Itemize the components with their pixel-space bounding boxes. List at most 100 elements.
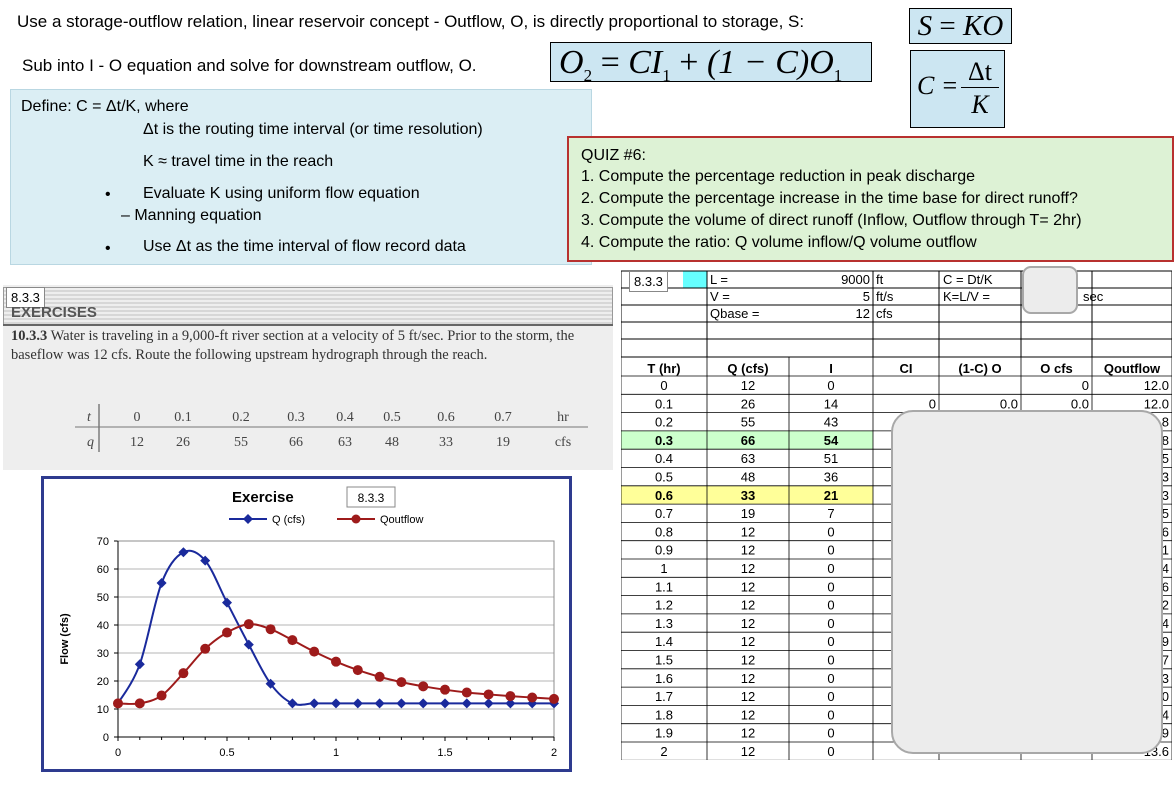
data-point: [352, 698, 363, 709]
exercise-chart: Exercise 8.3.3 Q (cfs) Qoutflow 0 10 20 30 40 50 6…: [41, 476, 572, 780]
cell-t: 0.7: [655, 506, 673, 521]
cell-qout: 6: [1162, 579, 1169, 594]
cell-q: 12: [741, 689, 755, 704]
cell-qout: 7: [1162, 653, 1169, 668]
substitution-text: Sub into I - O equation and solve for do…: [22, 56, 477, 75]
cell-t: 1.9: [655, 726, 673, 741]
ex-t-value: 0.1: [174, 410, 192, 425]
cell-i: 0: [827, 524, 834, 539]
c-label: C = Dt/K: [943, 272, 993, 287]
cell-t: 1.7: [655, 689, 673, 704]
cell-qout: 4: [1162, 616, 1169, 631]
ex-q-label: q: [87, 435, 94, 450]
cell-qout: 12.0: [1144, 396, 1169, 411]
param-label: L =: [710, 272, 728, 287]
cell-t: 0.8: [655, 524, 673, 539]
ex-q-value: 26: [176, 435, 190, 450]
define-line: K ≈ travel time in the reach: [143, 153, 334, 170]
exercise-text: 10.3.3 Water is traveling in a 9,000-ft …: [11, 327, 611, 365]
data-point: [483, 689, 494, 700]
x-tick-label: 0: [115, 747, 121, 759]
define-box: Define: C = Δt/K, where Δt is the routin…: [10, 89, 592, 265]
data-point: [374, 698, 385, 709]
cell-q: 55: [741, 415, 755, 430]
cell-q: 19: [741, 506, 755, 521]
k-label: K=L/V =: [943, 289, 990, 304]
data-point: [331, 656, 341, 667]
cell-q: 12: [741, 524, 755, 539]
ex-t-value: 0.5: [383, 410, 401, 425]
data-point: [222, 627, 232, 638]
cell-qout: 8: [1162, 433, 1169, 448]
column-header: T (hr): [647, 361, 680, 376]
exercise-heading: EXERCISES: [11, 304, 97, 321]
param-unit: ft/s: [876, 289, 894, 304]
bullet: •: [105, 240, 111, 257]
data-point: [200, 555, 211, 566]
cell-t: 1.1: [655, 579, 673, 594]
data-point: [352, 665, 363, 676]
cell-i: 0: [827, 561, 834, 576]
cell-q: 12: [741, 598, 755, 613]
quiz-title: QUIZ #6:: [581, 147, 646, 164]
legend-item: Qoutflow: [337, 514, 423, 526]
data-point: [178, 547, 189, 558]
cell-t: 1.4: [655, 634, 673, 649]
cell-q: 12: [741, 543, 755, 558]
eq-sub-2: 2: [583, 65, 593, 85]
data-point: [418, 698, 429, 709]
data-point: [156, 690, 167, 701]
cell-i: 0: [827, 579, 834, 594]
cell-i: 0: [827, 598, 834, 613]
data-point: [374, 671, 385, 682]
cell-t: 0.1: [655, 396, 673, 411]
cell-ocfs: 0.0: [1071, 396, 1089, 411]
data-point: [505, 691, 516, 702]
eq-sub-1b: 1: [833, 65, 843, 85]
data-point: [134, 659, 145, 670]
quiz-item: 2. Compute the percentage increase in th…: [581, 190, 1078, 207]
data-point: [396, 698, 407, 709]
data-point: [265, 624, 276, 635]
ex-q-value: 63: [338, 435, 352, 450]
quiz-box: QUIZ #6: 1. Compute the percentage reduc…: [567, 136, 1174, 262]
x-tick-label: 1.5: [437, 747, 452, 759]
cell-i: 51: [824, 451, 838, 466]
ex-q-value: 33: [439, 435, 453, 450]
cell-qout: 2: [1162, 598, 1169, 613]
ex-q-value: 48: [385, 435, 399, 450]
ex-q-value: 19: [496, 435, 510, 450]
data-point: [243, 639, 254, 650]
cell-i: 0: [827, 671, 834, 686]
cell-qout: 4: [1162, 707, 1169, 722]
column-header: (1-C) O: [958, 361, 1001, 376]
cell-q: 66: [741, 433, 755, 448]
cell-t: 0: [660, 378, 667, 393]
y-tick-label: 60: [97, 564, 109, 576]
cell-q: 12: [741, 653, 755, 668]
data-point: [527, 692, 538, 703]
data-point: [222, 597, 232, 608]
define-line: Use Δt as the time interval of flow reco…: [143, 238, 466, 255]
data-point: [331, 698, 341, 709]
cell-t: 0.2: [655, 415, 673, 430]
cell-qout: 3: [1162, 488, 1169, 503]
cell-qout: 5: [1162, 451, 1169, 466]
cell-ci: 0: [929, 396, 936, 411]
chart-title: Exercise: [232, 489, 294, 506]
cell-qout: 3: [1162, 671, 1169, 686]
data-point: [418, 681, 429, 692]
data-point: [440, 698, 450, 709]
cell-t: 1.5: [655, 653, 673, 668]
cell-q: 26: [741, 396, 755, 411]
data-point: [549, 693, 559, 704]
cell-q: 63: [741, 451, 755, 466]
coefficient-equation: C = Δt K: [910, 50, 1005, 128]
cell-t: 1.2: [655, 598, 673, 613]
k-value-cover: [1022, 266, 1078, 314]
eq-fraction: Δt K: [961, 57, 999, 122]
cell-t: 0.3: [655, 433, 673, 448]
param-unit: ft: [876, 272, 884, 287]
cell-i: 0: [827, 744, 834, 759]
cell-i: 0: [827, 726, 834, 741]
